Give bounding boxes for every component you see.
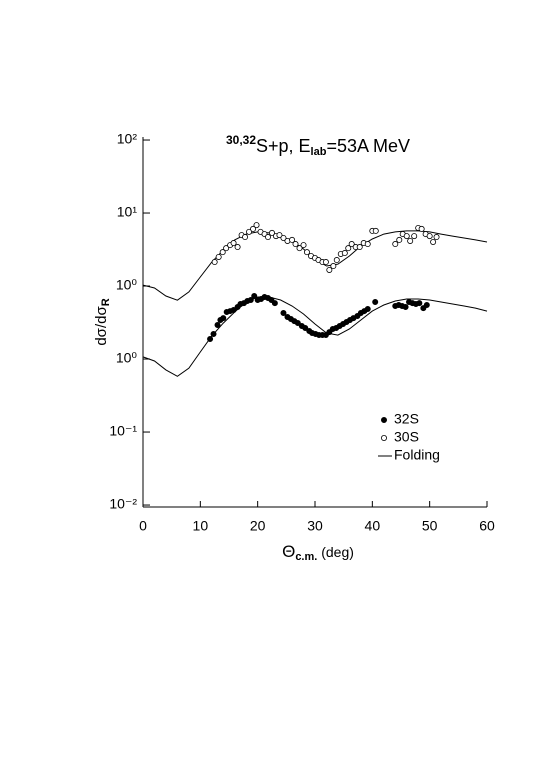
data-point: [207, 336, 214, 343]
x-label-main: Θ: [282, 542, 295, 561]
x-tick-label: 50: [422, 518, 438, 534]
data-point: [345, 245, 352, 252]
y-tick-label: 10⁰: [116, 350, 138, 366]
data-point: [418, 225, 425, 232]
data-point: [289, 236, 296, 243]
data-point: [271, 300, 278, 307]
y-tick-label: 10²: [117, 131, 138, 147]
x-tick-label: 60: [479, 518, 495, 534]
data-point: [396, 236, 403, 243]
data-point: [341, 250, 348, 257]
data-point: [430, 238, 437, 245]
title-main: S+p, E: [256, 136, 311, 156]
x-tick-label: 10: [193, 518, 209, 534]
data-point: [364, 306, 371, 313]
y-label-main: dσ/dσ: [93, 306, 110, 346]
legend-marker: [380, 434, 387, 441]
data-point: [268, 229, 275, 236]
data-point: [364, 241, 371, 248]
data-point: [220, 315, 227, 322]
data-point: [348, 241, 355, 248]
x-tick-label: 30: [307, 518, 323, 534]
legend-label: 32S: [394, 411, 419, 427]
data-point: [296, 245, 303, 252]
y-axis-label: dσ/dσR: [93, 298, 112, 345]
data-point: [230, 240, 237, 247]
data-point: [322, 259, 329, 266]
legend-marker: [380, 416, 387, 423]
y-tick-label: 10⁻²: [109, 496, 137, 512]
y-tick-label: 10⁰: [116, 277, 138, 293]
y-tick-label: 10⁻¹: [109, 423, 137, 439]
data-point: [210, 331, 217, 338]
data-point: [215, 253, 222, 260]
x-label-post: (deg): [317, 544, 354, 560]
title-sup: 30,32: [226, 133, 256, 147]
data-point: [276, 232, 283, 239]
x-tick-label: 20: [250, 518, 266, 534]
data-point: [219, 249, 226, 256]
chart-title: 30,32S+p, Elab=53A MeV: [226, 133, 410, 158]
data-point: [246, 228, 253, 235]
data-point: [280, 310, 287, 317]
y-tick-label: 10¹: [117, 204, 138, 220]
data-point: [411, 233, 418, 240]
legend-label: 30S: [394, 429, 419, 445]
data-point: [211, 259, 218, 266]
data-point: [372, 299, 379, 306]
data-point: [300, 242, 307, 249]
data-point: [214, 322, 221, 329]
data-point: [333, 257, 340, 264]
data-point: [423, 302, 430, 309]
x-tick-label: 40: [365, 518, 381, 534]
data-point: [407, 237, 414, 244]
data-point: [292, 241, 299, 248]
data-point: [230, 307, 237, 314]
data-point: [251, 293, 258, 300]
title-post: =53A MeV: [326, 136, 410, 156]
data-point: [242, 234, 249, 241]
data-point: [294, 320, 301, 327]
data-point: [264, 234, 271, 241]
data-point: [280, 234, 287, 241]
x-axis-label: Θc.m. (deg): [282, 542, 354, 562]
data-point: [392, 241, 399, 248]
data-point: [403, 233, 410, 240]
x-label-sub: c.m.: [295, 551, 317, 563]
data-point: [247, 296, 254, 303]
data-point: [302, 325, 309, 332]
data-point: [372, 227, 379, 234]
fit-curve: [142, 296, 488, 377]
data-point: [303, 249, 310, 256]
data-point: [330, 263, 337, 270]
data-point: [426, 233, 433, 240]
data-point: [250, 225, 257, 232]
data-point: [223, 245, 230, 252]
data-point: [402, 304, 409, 311]
data-point: [416, 300, 423, 307]
data-point: [253, 222, 260, 229]
data-point: [356, 244, 363, 251]
title-sub: lab: [311, 146, 327, 158]
data-point: [433, 234, 440, 241]
y-label-sub: R: [100, 298, 112, 306]
legend-label: Folding: [394, 447, 440, 463]
data-point: [234, 244, 241, 251]
x-tick-label: 0: [139, 518, 147, 534]
data-point: [326, 266, 333, 273]
